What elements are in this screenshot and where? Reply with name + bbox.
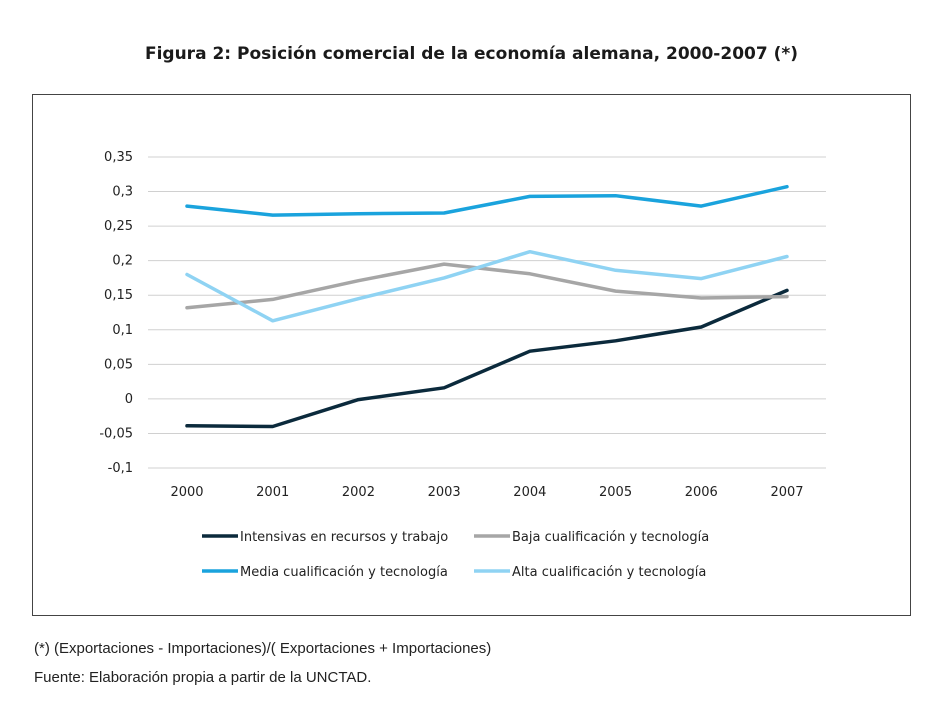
series-line-2	[185, 262, 789, 310]
y-tick-label: 0,05	[104, 357, 133, 372]
series-line-4	[185, 249, 789, 323]
gridlines	[148, 156, 826, 469]
legend-label: Media cualificación y tecnología	[240, 565, 448, 580]
y-tick-label: 0,35	[104, 150, 133, 165]
legend-label: Alta cualificación y tecnología	[512, 565, 706, 580]
y-tick-label: 0,1	[112, 323, 133, 338]
y-tick-label: -0,1	[108, 461, 133, 476]
y-tick-label: 0,25	[104, 219, 133, 234]
legend-label: Baja cualificación y tecnología	[512, 530, 709, 545]
x-axis-ticks: 2000 2001 2002 2003 2004 2005 2006 2007	[170, 485, 803, 500]
x-tick-label: 2000	[170, 485, 203, 500]
x-tick-label: 2007	[770, 485, 803, 500]
x-tick-label: 2004	[513, 485, 546, 500]
y-tick-label: 0,3	[112, 185, 133, 200]
legend-label: Intensivas en recursos y trabajo	[240, 530, 448, 545]
x-tick-label: 2001	[256, 485, 289, 500]
legend: Intensivas en recursos y trabajo Baja cua…	[202, 530, 709, 580]
source-note: Fuente: Elaboración propia a partir de l…	[34, 669, 372, 686]
formula-note: (*) (Exportaciones - Importaciones)/( Ex…	[34, 640, 492, 657]
x-tick-label: 2006	[685, 485, 718, 500]
y-tick-label: 0,2	[112, 254, 133, 269]
series-line-1	[185, 288, 789, 429]
y-tick-label: 0,15	[104, 288, 133, 303]
chart-frame	[32, 94, 911, 616]
y-tick-label: 0	[125, 392, 133, 407]
series-lines	[185, 184, 789, 429]
x-tick-label: 2002	[342, 485, 375, 500]
y-axis-ticks: -0,1 -0,05 0 0,05 0,1 0,15 0,2 0,25 0,3 0,35	[99, 150, 133, 476]
series-line-3	[185, 184, 789, 217]
x-tick-label: 2005	[599, 485, 632, 500]
chart-title: Figura 2: Posición comercial de la econo…	[144, 44, 799, 64]
x-tick-label: 2003	[428, 485, 461, 500]
y-tick-label: -0,05	[99, 426, 133, 441]
